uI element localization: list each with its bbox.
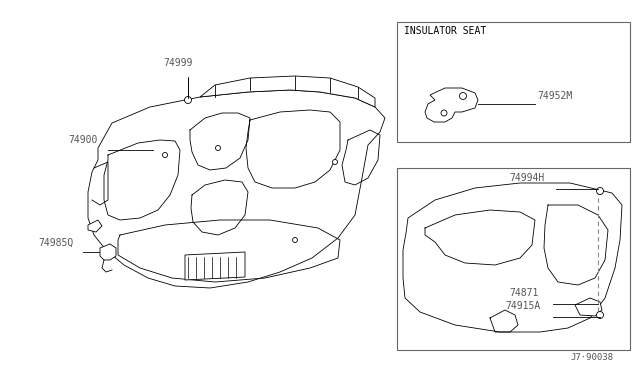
Bar: [397, 22, 630, 142]
Text: 74915A: 74915A: [505, 301, 540, 311]
Text: 74900: 74900: [68, 135, 97, 145]
Circle shape: [163, 153, 168, 157]
Circle shape: [441, 110, 447, 116]
Bar: [397, 168, 630, 350]
Circle shape: [596, 187, 604, 195]
Polygon shape: [403, 183, 622, 332]
Polygon shape: [200, 76, 375, 107]
Text: 74985Q: 74985Q: [38, 238, 73, 248]
Circle shape: [460, 93, 467, 99]
Text: 74871: 74871: [509, 288, 538, 298]
Polygon shape: [185, 252, 245, 280]
Polygon shape: [88, 90, 385, 288]
Circle shape: [292, 237, 298, 243]
Circle shape: [216, 145, 221, 151]
Text: J7·90038: J7·90038: [570, 353, 613, 362]
Polygon shape: [575, 298, 602, 316]
Polygon shape: [425, 88, 478, 122]
Polygon shape: [100, 244, 116, 260]
Text: 74999: 74999: [163, 58, 193, 68]
Polygon shape: [88, 220, 102, 232]
Text: 74952M: 74952M: [537, 91, 572, 101]
Circle shape: [333, 160, 337, 164]
Text: 74994H: 74994H: [509, 173, 544, 183]
Circle shape: [184, 96, 191, 103]
Text: INSULATOR SEAT: INSULATOR SEAT: [404, 26, 486, 36]
Circle shape: [596, 311, 604, 318]
